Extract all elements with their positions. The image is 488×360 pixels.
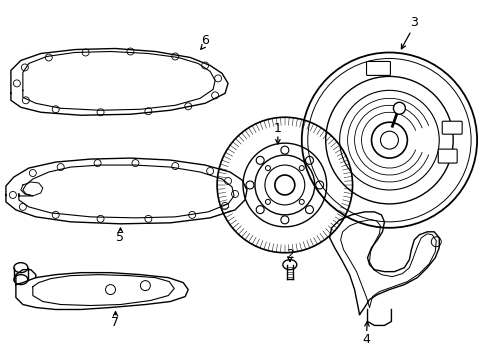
Text: 4: 4 <box>362 333 370 346</box>
Circle shape <box>393 102 405 114</box>
Text: 3: 3 <box>409 16 417 29</box>
Text: 6: 6 <box>201 34 209 47</box>
Circle shape <box>274 175 294 195</box>
Text: 2: 2 <box>285 248 293 261</box>
FancyBboxPatch shape <box>366 62 389 75</box>
FancyBboxPatch shape <box>437 149 456 163</box>
Text: 7: 7 <box>111 316 119 329</box>
Circle shape <box>371 122 407 158</box>
FancyBboxPatch shape <box>441 121 461 134</box>
Text: 1: 1 <box>273 122 281 135</box>
Text: 5: 5 <box>116 231 124 244</box>
